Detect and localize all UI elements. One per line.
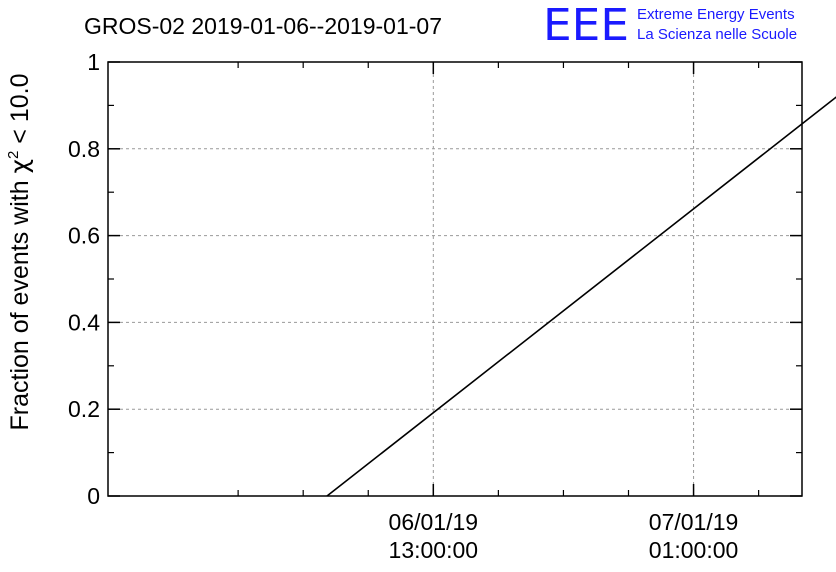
series-layer (326, 96, 836, 497)
y-tick-label-2: 0.4 (68, 309, 100, 335)
y-tick-label-3: 0.6 (68, 223, 100, 249)
y-axis-label: Fraction of events with χ2 < 10.0 (5, 73, 34, 430)
grid-lines (108, 62, 802, 496)
eee-logo-line2: La Scienza nelle Scuole (637, 26, 797, 43)
y-tick-label-1: 0.2 (68, 396, 100, 422)
x-tick-date-0: 06/01/19 (389, 509, 479, 535)
x-tick-time-0: 13:00:00 (389, 537, 479, 563)
plot-frame (107, 61, 803, 497)
eee-logo-line1: Extreme Energy Events (637, 6, 795, 23)
eee-logo: EEE Extreme Energy Events La Scienza nel… (543, 0, 797, 51)
x-tick-date-1: 07/01/19 (649, 509, 739, 535)
chart-title: GROS-02 2019-01-06--2019-01-07 (84, 13, 442, 39)
x-tick-time-1: 01:00:00 (649, 537, 739, 563)
eee-logo-mark: EEE (543, 0, 629, 51)
series-line-0 (326, 96, 836, 497)
y-tick-label-4: 0.8 (68, 136, 100, 162)
y-tick-label-5: 1 (87, 49, 100, 75)
y-tick-label-0: 0 (87, 483, 100, 509)
